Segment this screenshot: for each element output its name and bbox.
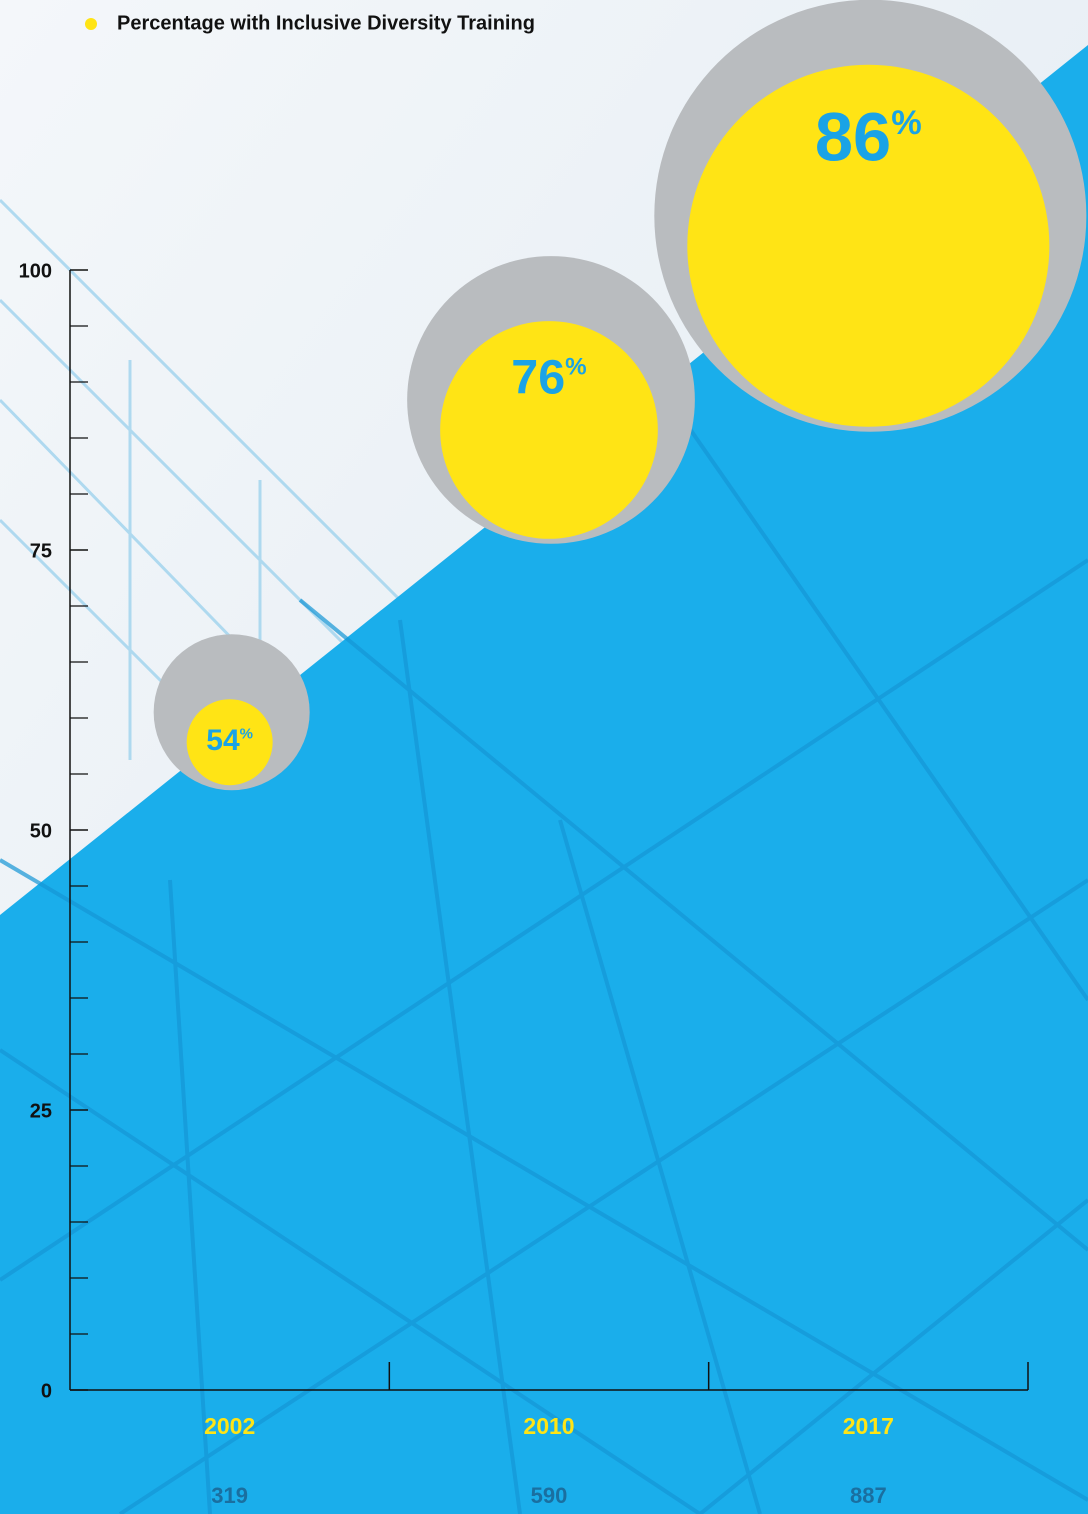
- y-tick-label: 0: [41, 1380, 52, 1402]
- y-tick-label: 25: [30, 1100, 52, 1122]
- texture-lines: [0, 298, 1088, 1514]
- value-label: 76%: [511, 350, 586, 404]
- y-tick-label: 100: [19, 260, 52, 282]
- x-tick-label: 2017: [843, 1413, 894, 1439]
- value-label: 54%: [206, 724, 253, 757]
- size-label: 319: [211, 1483, 248, 1508]
- bubble: [186, 699, 273, 786]
- bubble: [687, 64, 1050, 427]
- legend-label: Percentage with Inclusive Diversity Trai…: [117, 12, 535, 34]
- legend-marker: [85, 18, 97, 30]
- value-number: 54: [206, 724, 240, 757]
- size-label: 887: [850, 1483, 887, 1508]
- y-tick-label: 75: [30, 540, 52, 562]
- x-tick-label: 2002: [204, 1413, 255, 1439]
- size-label: 590: [531, 1483, 568, 1508]
- value-unit: %: [565, 354, 587, 381]
- x-tick-label: 2010: [523, 1413, 574, 1439]
- bubble: [440, 321, 658, 539]
- value-unit: %: [891, 104, 922, 142]
- value-number: 76: [511, 350, 565, 404]
- value-number: 86: [815, 98, 891, 175]
- y-tick-label: 50: [30, 820, 52, 842]
- value-unit: %: [240, 726, 253, 743]
- value-label: 86%: [815, 98, 922, 175]
